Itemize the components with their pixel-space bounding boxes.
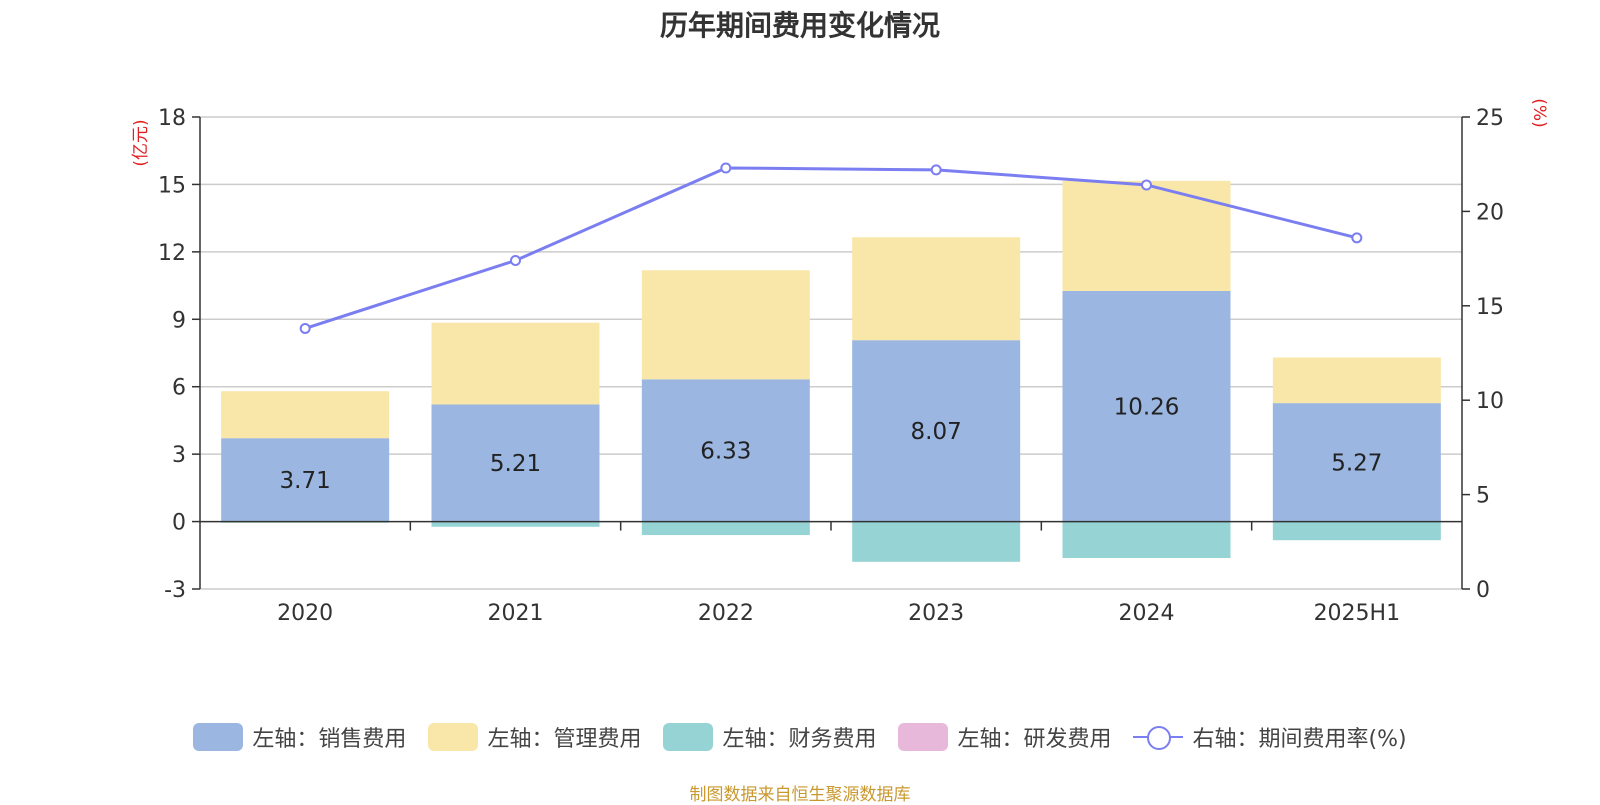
bar-segment <box>1062 521 1231 558</box>
legend-label-finance: 左轴：财务费用 <box>722 727 877 752</box>
right-axis-tick-label: 0 <box>1476 578 1490 603</box>
legend-label-expense-ratio: 右轴：期间费用率(%) <box>1192 727 1407 752</box>
legend-item-rnd[interactable]: 左轴：研发费用 <box>898 721 1111 753</box>
bar-segment <box>221 438 390 522</box>
right-axis-tick-label: 15 <box>1476 295 1504 320</box>
source-note: 制图数据来自恒生聚源数据库 <box>689 785 911 805</box>
left-axis-tick-label: 3 <box>172 443 186 468</box>
legend-swatch-finance <box>663 723 714 751</box>
legend: 左轴：销售费用 左轴：管理费用 左轴：财务费用 左轴：研发费用 右轴：期间费用率… <box>0 720 1600 754</box>
expense-ratio-line <box>304 166 1358 330</box>
left-axis-tick-label: -3 <box>164 578 186 603</box>
x-axis-tick-label: 2022 <box>698 601 754 626</box>
bar-segment <box>852 237 1021 341</box>
legend-item-expense-ratio[interactable]: 右轴：期间费用率(%) <box>1133 721 1407 753</box>
expense-ratio-point <box>299 322 311 334</box>
bar-data-label: 5.27 <box>1331 450 1382 476</box>
x-axis-tick-label: 2021 <box>488 601 544 626</box>
right-axis-unit-label: (%) <box>1529 98 1549 127</box>
left-axis-tick-label: 6 <box>172 376 186 401</box>
legend-label-sales: 左轴：销售费用 <box>252 727 407 752</box>
x-axis-tick-label: 2023 <box>908 601 964 626</box>
bar-segment <box>1272 357 1441 404</box>
bar-data-label: 6.33 <box>700 438 751 464</box>
legend-item-sales[interactable]: 左轴：销售费用 <box>193 721 406 753</box>
bar-data-label: 10.26 <box>1114 394 1180 420</box>
bar-segment <box>852 340 1021 522</box>
bar-segment <box>641 270 810 380</box>
left-axis-tick-label: 12 <box>158 241 186 266</box>
expense-ratio-point <box>1351 232 1363 244</box>
bar-segment <box>852 521 1021 562</box>
right-axis-tick-label: 10 <box>1476 389 1504 414</box>
left-axis-unit-label: (亿元) <box>131 119 151 166</box>
left-axis-tick-label: 9 <box>172 308 186 333</box>
legend-label-rnd: 左轴：研发费用 <box>957 727 1112 752</box>
bar-data-label: 8.07 <box>911 419 962 445</box>
expense-ratio-point <box>720 162 732 174</box>
bar-segment <box>641 379 810 522</box>
expense-ratio-point <box>510 254 521 266</box>
x-axis-tick-label: 2024 <box>1119 601 1175 626</box>
bar-segment <box>431 521 600 527</box>
right-axis-tick-label: 25 <box>1476 106 1504 131</box>
bar-data-label: 5.21 <box>490 451 541 477</box>
bar-segment <box>431 322 600 405</box>
right-axis-tick-label: 5 <box>1476 484 1490 509</box>
legend-label-admin: 左轴：管理费用 <box>487 727 642 752</box>
legend-swatch-rnd <box>898 723 949 751</box>
x-axis-tick-label: 2020 <box>277 601 333 626</box>
bar-segment <box>221 391 390 439</box>
left-axis-tick-label: 18 <box>158 106 186 131</box>
chart-title: 历年期间费用变化情况 <box>659 9 940 42</box>
left-axis-tick-label: 0 <box>172 511 186 536</box>
expense-ratio-point <box>1141 179 1152 191</box>
legend-swatch-admin <box>428 723 479 751</box>
bar-segment <box>1272 403 1441 522</box>
bar-segment <box>1062 290 1231 522</box>
legend-item-admin[interactable]: 左轴：管理费用 <box>428 721 641 753</box>
left-axis-tick-label: 15 <box>158 173 186 198</box>
legend-item-finance[interactable]: 左轴：财务费用 <box>663 721 876 753</box>
expense-ratio-point <box>930 164 942 176</box>
x-axis-tick-label: 2025H1 <box>1314 601 1401 626</box>
legend-swatch-sales <box>193 723 244 751</box>
bar-data-label: 3.71 <box>280 468 331 494</box>
bar-segment <box>1272 521 1441 541</box>
bar-segment <box>1062 180 1231 291</box>
right-axis-tick-label: 20 <box>1476 200 1504 225</box>
bar-segment <box>431 404 600 522</box>
bar-segment <box>641 521 810 536</box>
legend-line-marker-icon <box>1133 723 1184 751</box>
